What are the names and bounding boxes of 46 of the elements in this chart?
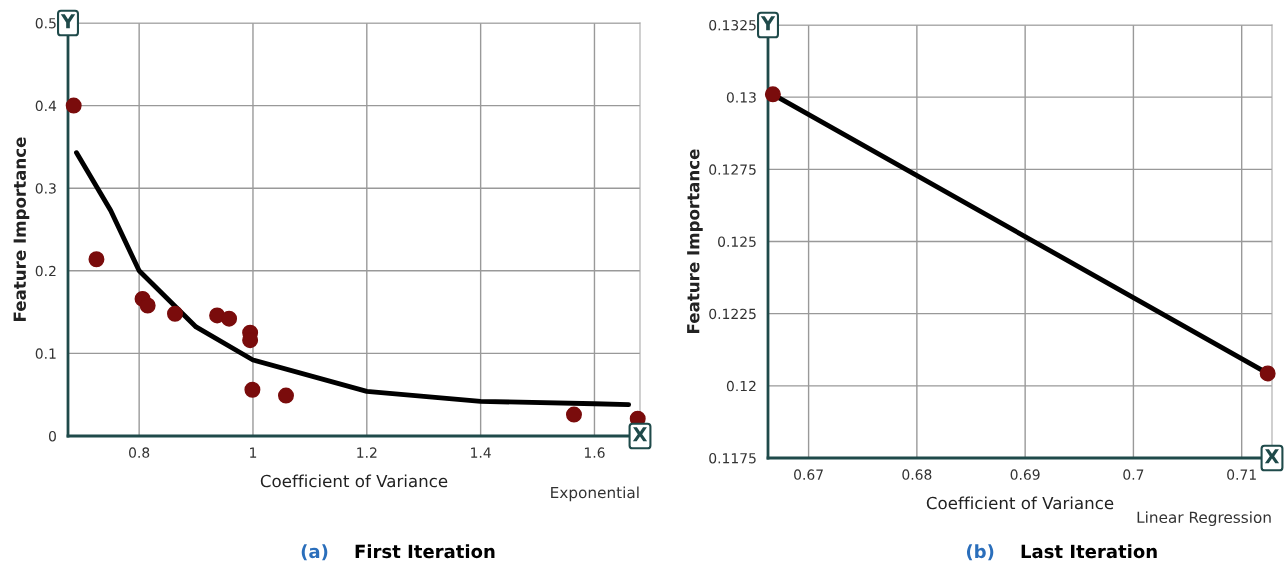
x-tick-label: 1 <box>250 447 257 458</box>
point <box>244 381 261 398</box>
y-tick-label: 0.13 <box>726 92 756 103</box>
line-series <box>74 150 632 408</box>
annotation: Y <box>60 14 76 29</box>
text: (a) <box>301 544 328 561</box>
point <box>88 251 105 268</box>
y-tick-label: 0.1175 <box>709 452 756 464</box>
y-axis-title: Feature Importance <box>687 149 703 333</box>
y-tick-label: 0.12 <box>726 380 756 392</box>
y-tick-label: 0 <box>48 430 56 442</box>
y-tick-label: 0.1275 <box>709 164 756 175</box>
point <box>139 297 156 314</box>
point <box>167 305 183 322</box>
annotation: X <box>632 427 648 442</box>
y-tick-label: 0.1 <box>35 348 56 359</box>
text: Last Iteration <box>1021 544 1157 559</box>
y-tick-label: 0.4 <box>35 100 57 112</box>
text: Linear Regression <box>1137 511 1271 527</box>
x-tick-label: 0.67 <box>794 469 823 480</box>
x-tick-label: 0.69 <box>1010 469 1040 480</box>
x-axis-title: Coefficient of Variance <box>926 496 1114 510</box>
y-tick-label: 0.1225 <box>709 308 756 320</box>
x-tick-label: 0.7 <box>1123 469 1144 480</box>
x-tick-label: 1.4 <box>471 447 491 458</box>
x-tick-label: 0.8 <box>129 447 150 458</box>
y-tick-label: 0.125 <box>718 236 756 247</box>
x-tick-label: 0.71 <box>1227 469 1256 480</box>
x-tick-label: 0.68 <box>902 469 932 480</box>
point <box>221 310 238 327</box>
x-tick-label: 1.6 <box>584 447 605 458</box>
point <box>65 97 82 114</box>
point <box>278 387 294 404</box>
text: First Iteration <box>355 544 495 559</box>
annotation: Y <box>760 16 776 31</box>
y-tick-label: 0.5 <box>35 17 56 29</box>
y-tick-label: 0.1325 <box>709 19 756 31</box>
annotation: X <box>1264 449 1280 464</box>
x-axis-title: Coefficient of Variance <box>260 474 448 488</box>
y-tick-label: 0.2 <box>35 265 56 277</box>
y-tick-label: 0.3 <box>35 183 56 194</box>
text: Exponential <box>551 486 639 502</box>
point <box>565 406 582 423</box>
y-axis-title: Feature Importance <box>13 137 30 321</box>
x-tick-label: 1.2 <box>357 447 377 458</box>
text: (b) <box>966 544 994 561</box>
